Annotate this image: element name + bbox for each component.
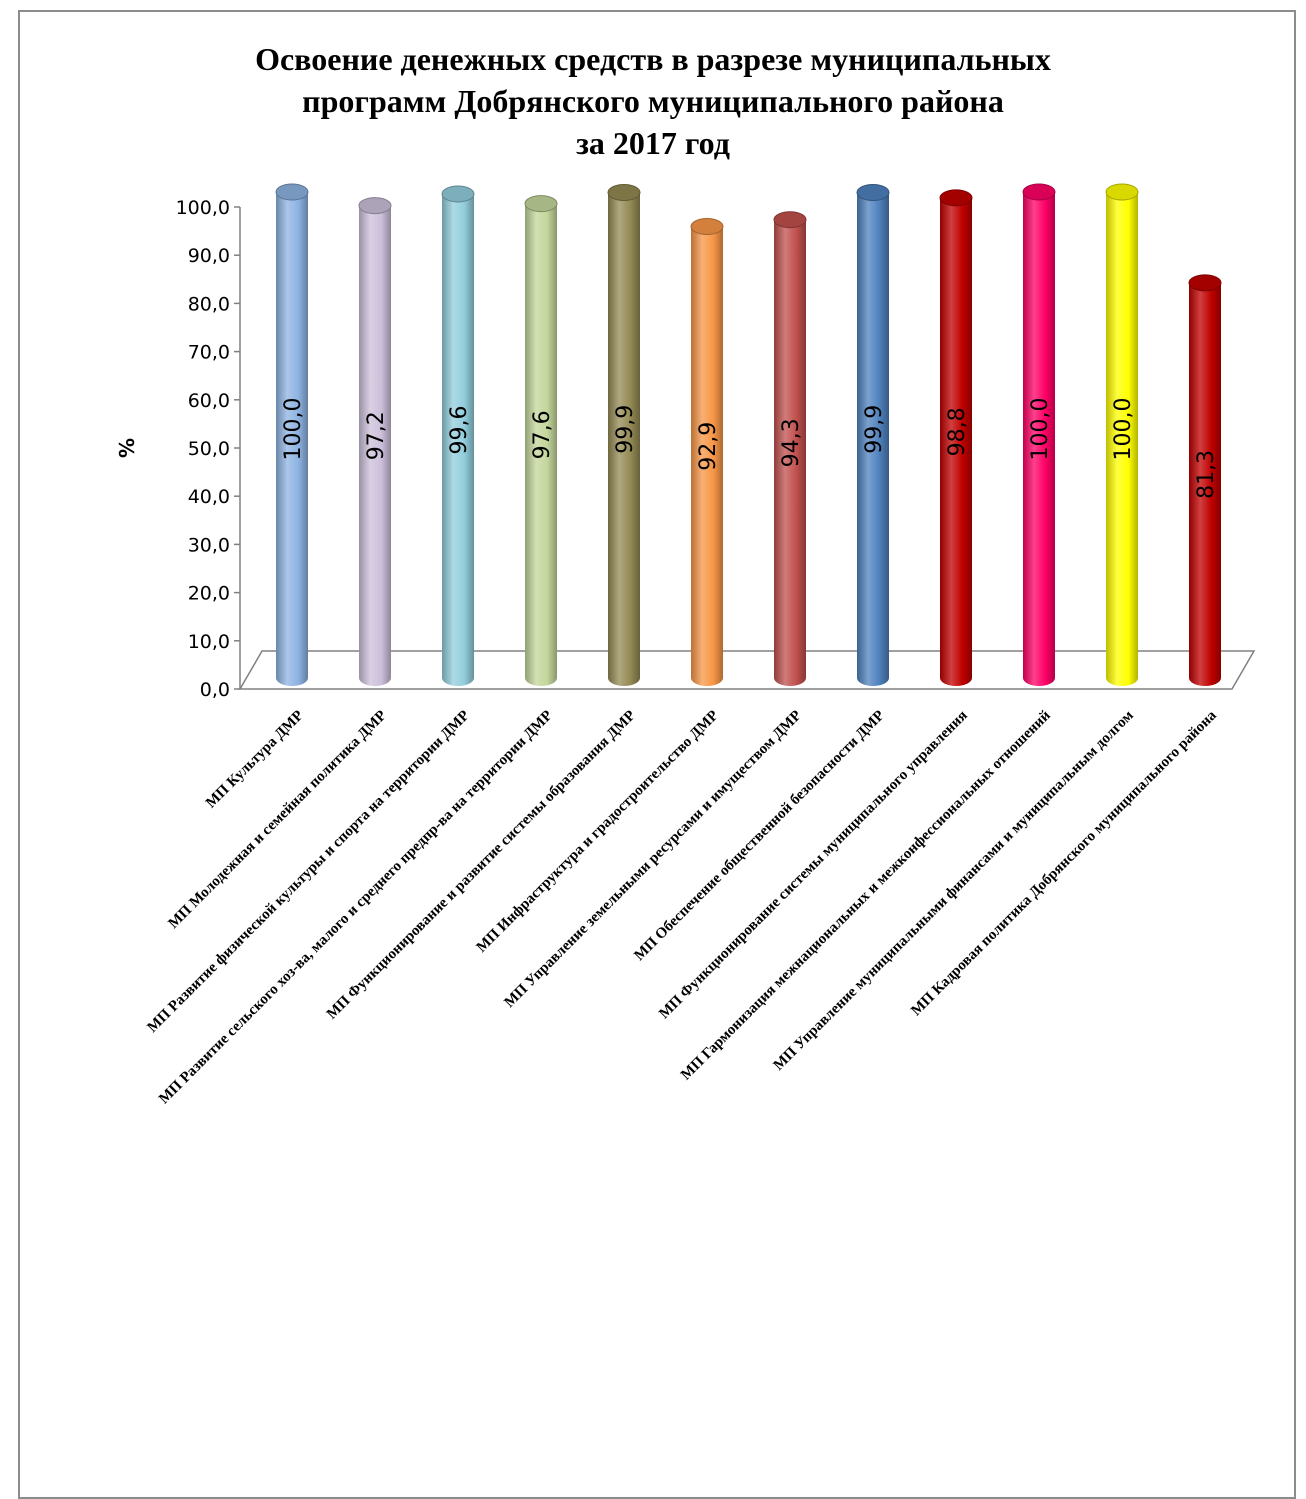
- y-tick-label: 70,0: [188, 342, 230, 364]
- bar-11: [1105, 183, 1139, 686]
- bar-10: [1022, 183, 1056, 686]
- data-label: 99,9: [862, 405, 887, 454]
- y-tick-label: 20,0: [188, 583, 230, 605]
- bar-body: [276, 192, 308, 686]
- data-label: 100,0: [1028, 398, 1053, 461]
- bar-body: [857, 192, 889, 686]
- y-tick-label: 10,0: [188, 631, 230, 653]
- x-tick-label: МП Развитие сельского хоз-ва, малого и с…: [156, 708, 556, 1108]
- data-label: 100,0: [1111, 398, 1136, 461]
- chart-frame: [18, 10, 1296, 1499]
- chart-title-line-1: Освоение денежных средств в разрезе муни…: [255, 41, 1051, 77]
- bar-top-cap: [358, 197, 392, 215]
- y-tick-label: 60,0: [188, 390, 230, 412]
- data-label: 97,6: [530, 410, 555, 459]
- bar-12: [1188, 274, 1222, 686]
- bar-body: [359, 205, 391, 686]
- bar-1: [275, 183, 309, 686]
- data-label: 99,6: [447, 405, 472, 454]
- bar-5: [607, 183, 641, 686]
- y-tick-label: 80,0: [188, 293, 230, 315]
- bar-top-cap: [1188, 274, 1222, 292]
- chart-title-line-3: за 2017 год: [576, 125, 730, 161]
- bar-body: [940, 197, 972, 686]
- bar-body: [1106, 192, 1138, 686]
- data-label: 92,9: [696, 422, 721, 471]
- bar-top-cap: [1022, 183, 1056, 201]
- x-tick-label: МП Функционирование и развитие системы о…: [324, 708, 639, 1023]
- bar-body: [1189, 282, 1221, 686]
- bar-body: [1023, 192, 1055, 686]
- y-tick-label: 40,0: [188, 486, 230, 508]
- y-tick-label: 90,0: [188, 245, 230, 267]
- bar-7: [773, 211, 807, 686]
- x-tick-label: МП Кадровая политика Добрянского муницип…: [908, 707, 1220, 1019]
- bar-body: [774, 219, 806, 686]
- bar-top-cap: [1105, 183, 1139, 201]
- bar-top-cap: [939, 189, 973, 207]
- bar-2: [358, 197, 392, 686]
- bar-body: [442, 193, 474, 686]
- bar-top-cap: [856, 183, 890, 201]
- x-tick-label: МП Функционирование системы муниципально…: [656, 708, 971, 1023]
- bar-8: [856, 183, 890, 686]
- bar-9: [939, 189, 973, 686]
- chart-title-line-2: программ Добрянского муниципального райо…: [302, 83, 1004, 119]
- bar-body: [525, 203, 557, 686]
- chart-title: Освоение денежных средств в разрезе муни…: [0, 38, 1306, 164]
- x-tick-label: МП Управление земельными ресурсами и иму…: [502, 708, 805, 1011]
- data-label: 99,9: [613, 405, 638, 454]
- y-tick-label: 30,0: [188, 534, 230, 556]
- bar-top-cap: [275, 183, 309, 201]
- bars-layer: [275, 183, 1222, 687]
- axis-layer: 0,0 10,0 20,0 30,0 40,0 50,0 60,0 70,0 80,0 90,0 1…: [176, 197, 241, 701]
- bar-6: [690, 218, 724, 687]
- bar-3: [441, 185, 475, 686]
- bar-4: [524, 195, 558, 686]
- y-tick-label: 0,0: [200, 679, 230, 701]
- bar-top-cap: [441, 185, 475, 203]
- chart-floor-plane: [238, 650, 1256, 690]
- bar-top-cap: [524, 195, 558, 213]
- chart-floor: [238, 650, 1256, 690]
- bar-body: [608, 192, 640, 686]
- bar-body: [691, 226, 723, 687]
- bar-top-cap: [607, 183, 641, 201]
- data-label: 98,8: [945, 407, 970, 456]
- data-label: 81,3: [1194, 450, 1219, 499]
- x-tick-label: МП Гармонизация межнациональных и межкон…: [678, 707, 1054, 1083]
- y-axis-label: %: [115, 438, 139, 458]
- x-tick-label: МП Развитие физической культуры и спорта…: [145, 708, 473, 1036]
- y-tick-label: 50,0: [188, 438, 230, 460]
- data-label: 100,0: [281, 398, 306, 461]
- y-tick-label: 100,0: [176, 197, 230, 219]
- data-label: 97,2: [364, 411, 389, 460]
- bar-top-cap: [773, 211, 807, 229]
- data-label: 94,3: [779, 418, 804, 467]
- bar-top-cap: [690, 218, 724, 236]
